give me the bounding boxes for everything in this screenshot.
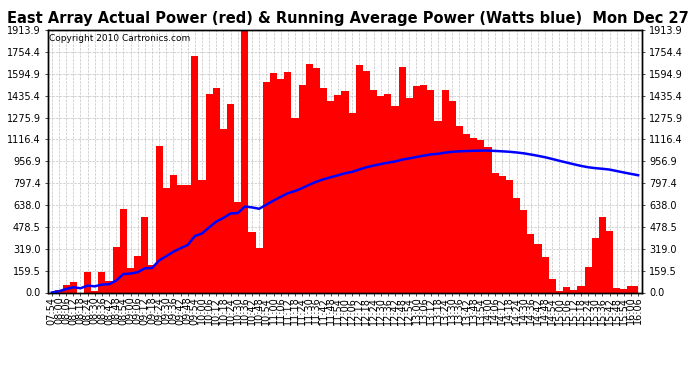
Text: Copyright 2010 Cartronics.com: Copyright 2010 Cartronics.com: [50, 34, 190, 43]
Text: East Array Actual Power (red) & Running Average Power (Watts blue)  Mon Dec 27 1: East Array Actual Power (red) & Running …: [7, 11, 690, 26]
